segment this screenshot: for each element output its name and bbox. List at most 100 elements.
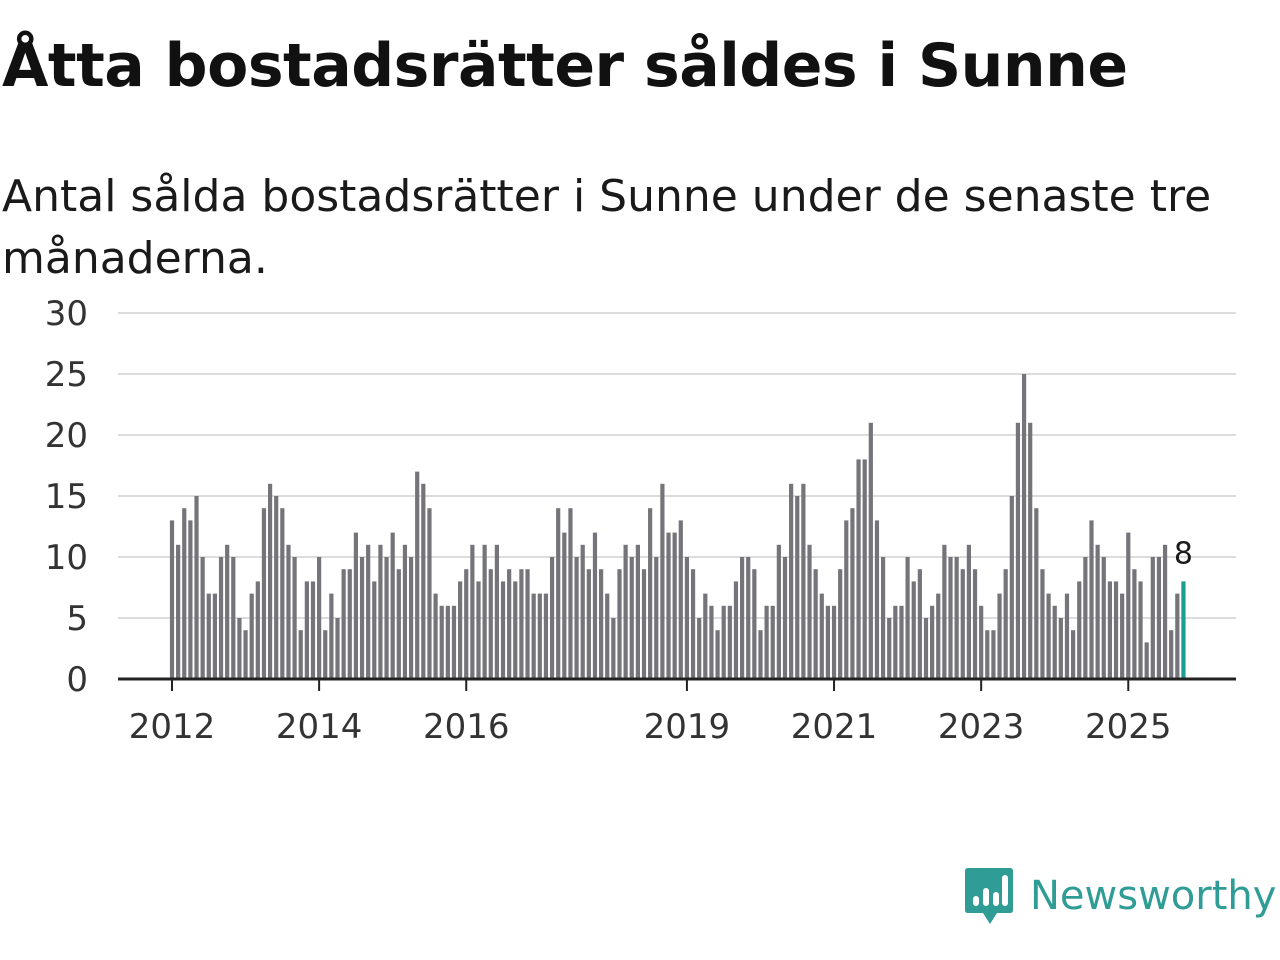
bar bbox=[494, 544, 499, 679]
bar bbox=[911, 581, 916, 679]
bar bbox=[206, 593, 211, 679]
bar bbox=[1040, 569, 1045, 679]
bar bbox=[844, 520, 849, 679]
bar bbox=[936, 593, 941, 679]
bar bbox=[1150, 557, 1155, 679]
bar bbox=[1144, 642, 1149, 679]
bar bbox=[727, 605, 732, 679]
bar bbox=[739, 557, 745, 679]
bar bbox=[948, 557, 953, 679]
bar bbox=[298, 630, 303, 679]
bar bbox=[733, 581, 739, 679]
bar bbox=[1095, 544, 1100, 679]
bar bbox=[347, 569, 352, 679]
bar bbox=[280, 508, 285, 679]
bar bbox=[715, 630, 720, 679]
y-tick-label: 0 bbox=[66, 660, 88, 700]
bar bbox=[304, 581, 309, 679]
bar bbox=[1046, 593, 1051, 679]
y-tick-label: 15 bbox=[45, 477, 88, 517]
bar bbox=[930, 605, 935, 679]
bar bbox=[672, 532, 677, 679]
bar bbox=[1034, 508, 1039, 679]
bar bbox=[825, 605, 831, 679]
bar bbox=[862, 459, 867, 679]
bar bbox=[574, 557, 579, 679]
bar bbox=[752, 569, 757, 679]
bar bbox=[464, 569, 469, 679]
bar bbox=[267, 483, 273, 679]
bar bbox=[795, 496, 800, 679]
bar bbox=[586, 569, 591, 679]
bar bbox=[531, 593, 536, 679]
bar bbox=[310, 581, 316, 679]
x-tick-label: 2023 bbox=[938, 707, 1025, 747]
bar bbox=[979, 605, 984, 679]
bar bbox=[194, 496, 199, 679]
bars bbox=[169, 374, 1186, 679]
bar bbox=[402, 544, 408, 679]
data-labels: 8 bbox=[1174, 536, 1193, 571]
bar bbox=[1003, 569, 1008, 679]
bar bbox=[972, 569, 978, 679]
bar bbox=[225, 544, 230, 679]
bar bbox=[243, 630, 248, 679]
bar bbox=[1138, 581, 1143, 679]
bar bbox=[880, 557, 886, 679]
y-tick-label: 10 bbox=[45, 538, 88, 578]
bar bbox=[960, 569, 965, 679]
bar bbox=[807, 544, 812, 679]
bar bbox=[286, 544, 291, 679]
bar bbox=[359, 557, 365, 679]
bar bbox=[1064, 593, 1070, 679]
x-tick-label: 2014 bbox=[276, 707, 363, 747]
bar bbox=[1089, 520, 1094, 679]
bar bbox=[1101, 557, 1106, 679]
bar bbox=[660, 483, 665, 679]
bar bbox=[721, 605, 726, 679]
bar bbox=[1120, 593, 1125, 679]
bar bbox=[801, 483, 806, 679]
bar bbox=[543, 593, 549, 679]
bar bbox=[200, 557, 205, 679]
bar bbox=[218, 557, 224, 679]
bar bbox=[764, 605, 769, 679]
gridlines bbox=[118, 312, 1236, 619]
bar bbox=[690, 569, 696, 679]
bar bbox=[249, 593, 254, 679]
bar bbox=[850, 508, 855, 679]
bar bbox=[445, 605, 450, 679]
newsworthy-logo-icon bbox=[965, 868, 1013, 924]
bar bbox=[176, 544, 181, 679]
highlight-value-label: 8 bbox=[1174, 536, 1193, 571]
bar bbox=[985, 630, 990, 679]
bar bbox=[684, 557, 690, 679]
bar bbox=[887, 618, 892, 679]
bar bbox=[697, 618, 702, 679]
y-tick-label: 25 bbox=[45, 355, 88, 395]
highlight-bar bbox=[1181, 581, 1186, 679]
bar bbox=[635, 544, 640, 679]
bar bbox=[415, 471, 420, 679]
bar bbox=[1077, 581, 1082, 679]
bar bbox=[292, 557, 297, 679]
bar bbox=[1015, 422, 1021, 679]
bar bbox=[182, 508, 187, 679]
bar bbox=[641, 569, 647, 679]
bar bbox=[819, 593, 824, 679]
bar bbox=[678, 520, 683, 679]
bar bbox=[366, 544, 371, 679]
bar bbox=[611, 618, 616, 679]
bar bbox=[323, 630, 328, 679]
bar bbox=[231, 557, 236, 679]
bar bbox=[1113, 581, 1119, 679]
bar bbox=[758, 630, 763, 679]
bar bbox=[421, 483, 426, 679]
bar bbox=[396, 569, 401, 679]
bar bbox=[562, 532, 567, 679]
bar bbox=[519, 569, 524, 679]
bar bbox=[874, 520, 880, 679]
brand: Newsworthy bbox=[964, 864, 1276, 928]
bar bbox=[997, 593, 1002, 679]
